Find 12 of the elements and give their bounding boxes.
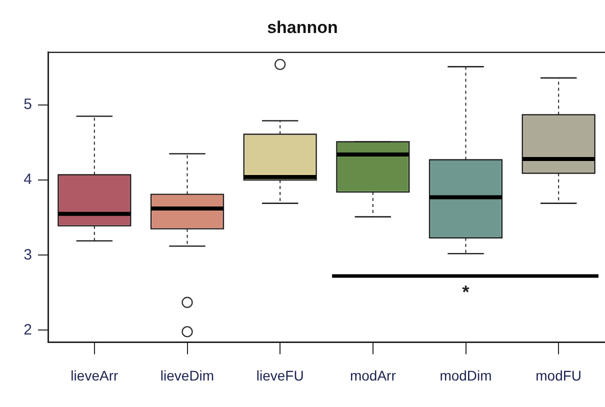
y-tick-label: 5 — [24, 96, 32, 114]
y-tick-label: 2 — [24, 321, 32, 338]
x-tick-label: lieveArr — [70, 367, 118, 384]
x-tick-label: lieveFU — [256, 367, 304, 384]
x-tick-label: modFU — [536, 367, 582, 384]
y-tick-label: 4 — [24, 171, 32, 188]
x-tick-label: modArr — [350, 367, 396, 384]
x-tick-label: lieveDim — [160, 367, 214, 384]
y-tick-label: 3 — [24, 246, 32, 264]
chart-title: shannon — [267, 18, 338, 37]
x-tick-label: modDim — [440, 367, 492, 384]
annotation: * — [462, 282, 470, 302]
